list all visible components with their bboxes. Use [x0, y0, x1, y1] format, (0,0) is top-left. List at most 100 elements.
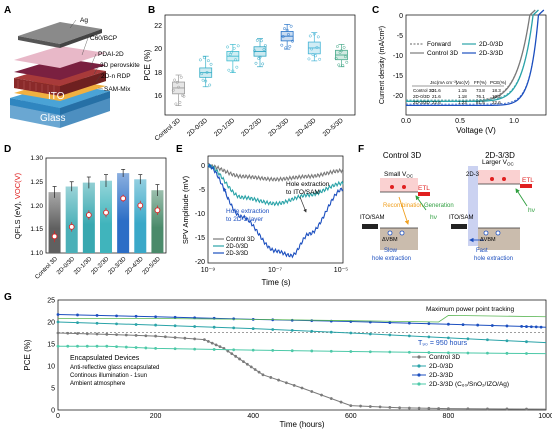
b-point [307, 57, 311, 61]
c-table-cell: 21.6 [432, 88, 441, 93]
f-right-voc-label: Larger VOC [482, 159, 514, 167]
c-ytick-0: 0 [399, 13, 403, 20]
g-marker [85, 344, 89, 348]
g-marker [95, 314, 99, 317]
g-marker [115, 333, 118, 337]
g-ytick-label: 10 [47, 364, 55, 371]
g-marker [505, 351, 509, 355]
label-sam: SAM-Mix [104, 86, 131, 93]
g-marker [173, 336, 177, 339]
g-marker [66, 331, 70, 335]
label-3d-perovskite: 3D perovskite [100, 62, 140, 69]
g-marker [447, 322, 450, 326]
g-marker [154, 334, 158, 338]
f-left-voc-label: Small VOC [384, 171, 414, 179]
g-marker [214, 343, 218, 347]
g-marker [349, 404, 353, 407]
g-marker [388, 321, 392, 325]
g-marker [218, 345, 222, 349]
b-point [345, 60, 349, 64]
c-xlabel: Voltage (V) [456, 126, 496, 135]
e-xtick-7: 10⁻⁷ [268, 267, 282, 274]
g-xtick-label: 800 [443, 413, 455, 420]
c-ylabel: Current density (mA/cm²) [379, 26, 386, 104]
g-marker [234, 354, 238, 358]
g-marker [486, 351, 489, 355]
f-right-electron-2 [502, 177, 506, 181]
e-annotation-2d3-1: Hole extraction [226, 208, 270, 215]
b-point [308, 34, 312, 38]
panel-b: B 16 18 20 22 PCE (%) Control 3D 2D-0/3D 2… [143, 5, 356, 143]
g-marker [320, 393, 323, 397]
g-marker [115, 345, 118, 349]
b-point [311, 53, 315, 57]
b-point [281, 35, 285, 39]
f-gen-arrow-right [515, 188, 528, 207]
b-point [171, 88, 175, 92]
b-point [204, 79, 208, 83]
g-note-2: Anti-reflective glass encapsulated [70, 365, 159, 371]
b-point [280, 43, 284, 47]
pdai-layer [14, 58, 106, 80]
g-marker [290, 349, 294, 353]
c-legend-control: Control 3D [427, 50, 458, 57]
g-marker [76, 344, 79, 348]
c-legend-d3: 2D-3/3D [479, 50, 504, 57]
g-marker [261, 373, 265, 377]
b-point [254, 61, 258, 65]
b-point [262, 48, 266, 51]
panel-c-y-ticks: 0 -5 -10 -15 -20 [393, 13, 403, 100]
d-bar-sheen [100, 180, 112, 225]
g-marker [134, 333, 138, 337]
g-marker [56, 331, 60, 335]
g-marker [56, 320, 60, 324]
d-voc-marker [137, 202, 144, 209]
g-marker [154, 347, 158, 350]
panel-c-table: Jsc(mA cm⁻²) Voc(V) FF(%) PCE(%) Control… [412, 80, 507, 105]
g-marker [368, 332, 372, 336]
f-slow-2: hole extraction [372, 256, 411, 262]
c60-layer [14, 46, 106, 68]
f-right-hole-2 [495, 230, 501, 236]
g-marker [407, 406, 411, 410]
b-ytick-20: 20 [154, 46, 162, 53]
b-point [208, 83, 212, 87]
b-point [177, 85, 181, 89]
g-marker [290, 328, 294, 332]
g-marker [407, 334, 411, 338]
g-marker [525, 340, 528, 344]
c-table-cell: 1.15 [458, 88, 467, 93]
glass-layer-front [10, 105, 60, 128]
g-legend-marker-control [417, 355, 421, 359]
b-point [255, 38, 259, 42]
panel-b-frame [164, 14, 356, 116]
b-point [227, 68, 231, 72]
d-voc-marker [103, 209, 109, 216]
g-marker [486, 407, 489, 411]
g-marker [461, 323, 465, 327]
e-annotation-2d3-2: to 2D-3 layer [226, 216, 264, 223]
f-recombination: Recombination [383, 203, 423, 209]
b-ytick-16: 16 [154, 93, 162, 100]
b-ylabel: PCE (%) [143, 49, 152, 80]
g-legend-marker-d0 [417, 364, 421, 368]
f-recomb-arrow [398, 196, 409, 225]
panel-g-letter: G [4, 292, 12, 303]
g-marker [193, 325, 197, 328]
g-marker [466, 407, 470, 411]
g-marker [230, 352, 234, 356]
leader-pdai [89, 53, 97, 69]
panel-g-curves [56, 313, 547, 411]
b-point [285, 28, 289, 32]
g-marker [534, 325, 538, 329]
panel-e-y-ticks: 0 -5 -10 -15 -20 [195, 163, 205, 266]
f-right-title: 2D-3/3D [485, 151, 515, 160]
d-ytick-130: 1.30 [30, 155, 43, 162]
panel-c: C 0 -5 -10 -15 -20 0.0 0.5 1.0 Voltage (… [372, 5, 547, 135]
g-marker [329, 397, 333, 400]
c-table-h1: Jsc(mA cm⁻²) [430, 80, 458, 85]
panel-e-letter: E [176, 144, 183, 155]
e-ylabel: SPV Amplitude (mV) [181, 175, 190, 244]
e-xtick-9: 10⁻⁹ [201, 267, 215, 274]
f-left-voc-sub: OC [406, 174, 414, 179]
